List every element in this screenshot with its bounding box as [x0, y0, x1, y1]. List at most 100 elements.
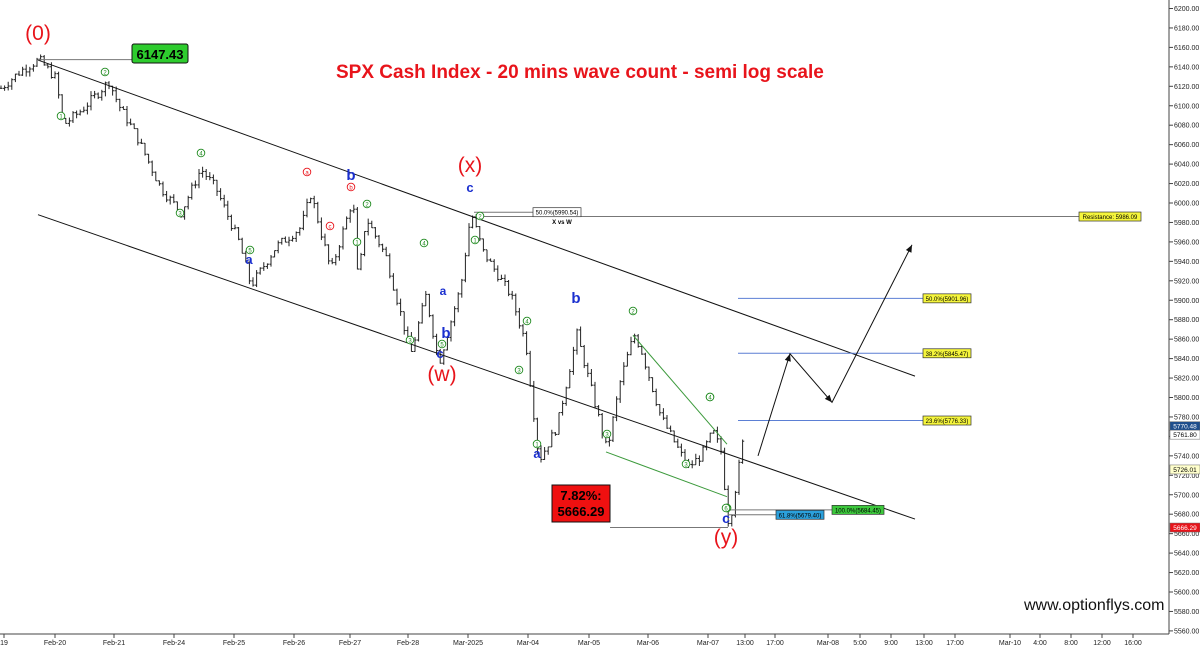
x-tick-label: 17:00 — [946, 640, 964, 647]
y-tick-label: 6180.00 — [1174, 25, 1199, 32]
y-tick-label: 6200.00 — [1174, 6, 1199, 13]
xvsw-fib-label: 50.0%(5990.54) — [536, 211, 579, 217]
wave-circle-label-25: 6 — [724, 506, 728, 512]
x-tick-label: Feb-28 — [397, 640, 419, 647]
x-tick-label: Mar-10 — [999, 640, 1021, 647]
wave-circle-25 — [721, 503, 731, 513]
wave-circle-6 — [346, 182, 356, 192]
wave-label-9: c — [436, 346, 443, 361]
resistance-label-box — [1078, 211, 1142, 222]
wave-label-4: b — [346, 167, 355, 184]
x-tick-label: 17:00 — [766, 640, 784, 647]
y-tick-label: 6020.00 — [1174, 181, 1199, 188]
y-tick-label: 6120.00 — [1174, 84, 1199, 91]
y-axis: 6200.00 6180.00 6160.00 6140.00 6120.00 6100.… — [1168, 0, 1200, 635]
x-tick-label: 5:00 — [853, 640, 867, 647]
wave-circle-23 — [705, 392, 715, 402]
y-tick-label: 5960.00 — [1174, 239, 1199, 246]
wave-circle-label-1: 2 — [103, 70, 107, 76]
wave-circle-label-11: 4 — [422, 241, 426, 247]
level-100-label: 100.0%(5684.45) — [835, 508, 881, 514]
wave-label-7: a — [440, 284, 447, 298]
wave-circle-13 — [470, 235, 480, 245]
fib-50-label-box — [922, 293, 972, 304]
y-tick-label: 5820.00 — [1174, 376, 1199, 383]
wave-circle-22 — [681, 459, 691, 469]
wave-circle-label-7: c — [329, 224, 332, 230]
y-tick-label: 5800.00 — [1174, 395, 1199, 402]
wave-label-10: a — [533, 446, 541, 461]
y-tick-label: 5620.00 — [1174, 570, 1199, 577]
wave-circle-4 — [245, 245, 255, 255]
chart-overlays: Resistance: 5986.09 50.0%(5901.96) 38.2%(5… — [25, 22, 1142, 549]
y-tick-label: 6160.00 — [1174, 45, 1199, 52]
y-tick-label: 6000.00 — [1174, 201, 1199, 208]
wave-circle-label-8: 1 — [355, 240, 359, 246]
x-tick-label: Feb-25 — [223, 640, 245, 647]
wave-circle-19 — [602, 429, 612, 439]
wave-circle-label-23: 4 — [708, 395, 712, 401]
wave-circle-label-22: 3 — [684, 462, 688, 468]
projection-arrowhead-1 — [784, 353, 791, 362]
x-tick-label: Feb-21 — [103, 640, 125, 647]
wave-circle-16 — [522, 316, 532, 326]
y-axis-tag: 5666.29 — [1173, 525, 1197, 532]
wave-label-2: (w) — [427, 363, 456, 386]
low-value-label: 5666.29 — [558, 504, 605, 519]
y-tick-label: 5560.00 — [1174, 628, 1199, 635]
x-tick-label: Mar-06 — [637, 640, 659, 647]
wave-circle-label-2: 3 — [178, 211, 182, 217]
level-100-label-box — [831, 505, 885, 515]
wave-label-5: c — [466, 180, 473, 195]
price-bars — [0, 54, 745, 527]
y-tick-label: 5680.00 — [1174, 512, 1199, 519]
wedge-upper-line — [632, 334, 728, 445]
wave-circle-14 — [475, 211, 485, 221]
y-tick-label: 5660.00 — [1174, 531, 1199, 538]
y-tick-label: 5640.00 — [1174, 551, 1199, 558]
x-tick-label: 19 — [0, 640, 8, 647]
y-tick-label: 5880.00 — [1174, 317, 1199, 324]
projection-arrowhead-2 — [824, 394, 832, 403]
y-tick-label: 6100.00 — [1174, 103, 1199, 110]
y-tick-label: 5740.00 — [1174, 453, 1199, 460]
wave-circle-1 — [100, 67, 110, 77]
x-tick-label: Mar-08 — [817, 640, 839, 647]
x-tick-label: Mar-04 — [517, 640, 539, 647]
level-618-label-box — [775, 509, 825, 520]
y-axis-tag: 5761.80 — [1173, 432, 1197, 439]
fib-236-label: 23.6%(5776.33) — [926, 419, 969, 425]
wave-circle-label-17: 1 — [535, 442, 539, 448]
wave-circle-5 — [302, 167, 312, 177]
chart-title: SPX Cash Index - 20 mins wave count - se… — [336, 62, 824, 83]
channel-lower-line — [37, 214, 916, 520]
low-pct-label: 7.82%: — [560, 488, 601, 503]
x-axis: 19 Feb-20 Feb-21 Feb-24 Feb-25 Feb-26 Feb-27 Fe… — [0, 633, 1169, 647]
wave-circle-label-19: 3 — [605, 432, 609, 438]
wave-circle-label-13: 1 — [473, 238, 477, 244]
y-tick-label: 5580.00 — [1174, 609, 1199, 616]
wave-circle-label-4: 5 — [248, 248, 252, 254]
wave-circle-label-6: b — [349, 185, 353, 191]
y-tick-label: 5900.00 — [1174, 298, 1199, 305]
x-tick-label: 4:00 — [1033, 640, 1047, 647]
y-tick-label: 6060.00 — [1174, 142, 1199, 149]
wave-circle-label-3: 4 — [199, 151, 203, 157]
high-value-label: 6147.43 — [137, 47, 184, 62]
x-tick-label: 13:00 — [915, 640, 933, 647]
wave-label-8: b — [441, 325, 450, 342]
wave-circle-label-5: a — [305, 170, 309, 176]
wave-label-3: (y) — [714, 526, 739, 549]
y-tick-label: 5940.00 — [1174, 259, 1199, 266]
wave-label-0: (0) — [25, 22, 51, 45]
wave-circle-8 — [352, 237, 362, 247]
wave-circle-9 — [362, 199, 372, 209]
y-tick-label: 5700.00 — [1174, 492, 1199, 499]
wave-circle-label-14: 2 — [478, 214, 482, 220]
fib-382-label-box — [922, 348, 972, 359]
y-tick-label: 5920.00 — [1174, 278, 1199, 285]
x-tick-label: Feb-24 — [163, 640, 185, 647]
x-tick-label: 8:00 — [1064, 640, 1078, 647]
x-tick-label: Mar-2025 — [453, 640, 483, 647]
y-axis-tag-box — [1169, 522, 1200, 533]
